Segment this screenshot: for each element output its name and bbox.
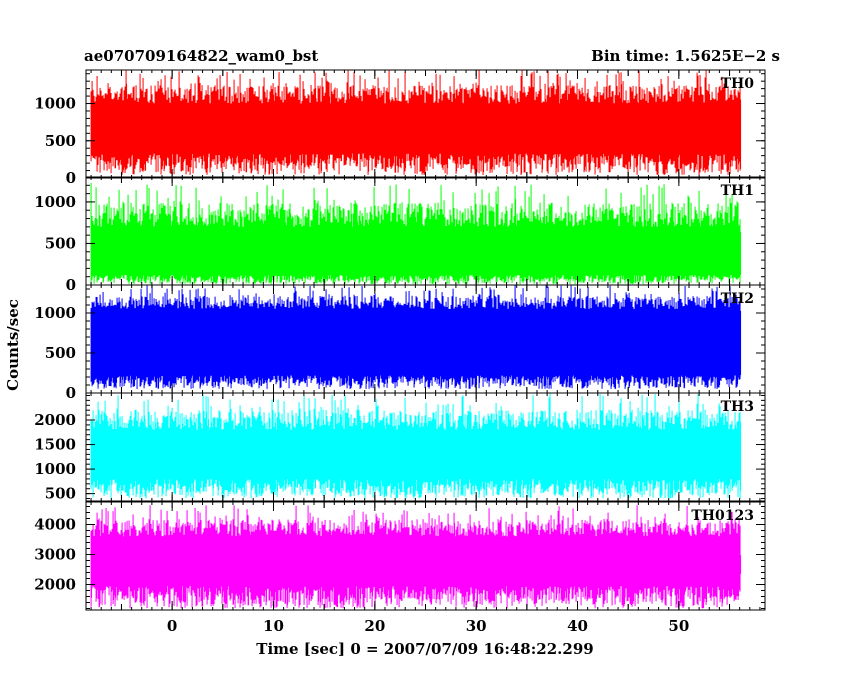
panel-label: TH3 (721, 399, 754, 415)
series-core-th0 (91, 106, 740, 154)
chart-title: ae070709164822_wam0_bst (84, 47, 318, 65)
panel-label: TH2 (721, 291, 754, 307)
y-tick-label: 500 (45, 234, 76, 252)
x-tick-label: 20 (364, 617, 385, 635)
panel-th3: 500 1000 1500 2000 TH3 (34, 392, 766, 503)
x-tick-label: 30 (466, 617, 487, 635)
y-tick-label: 4000 (34, 516, 76, 534)
y-tick-label: 1500 (34, 436, 76, 454)
panel-label: TH0123 (691, 508, 754, 524)
x-tick-label: 40 (567, 617, 588, 635)
series-core-th2 (91, 312, 740, 376)
y-axis-label: Counts/sec (4, 299, 22, 391)
y-tick-label: 1000 (34, 460, 76, 478)
y-tick-label: 500 (45, 344, 76, 362)
series-core-th1 (91, 229, 740, 276)
y-tick-label: 0 (66, 169, 76, 187)
y-tick-label: 2000 (34, 411, 76, 429)
x-tick-label: 0 (167, 617, 177, 635)
y-tick-label: 1000 (34, 193, 76, 211)
y-tick-label: 500 (45, 485, 76, 503)
series-core-th3 (91, 432, 740, 479)
y-tick-label: 1000 (34, 304, 76, 322)
panel-th1: 0 500 1000 TH1 (34, 176, 766, 294)
y-tick-label: 3000 (34, 546, 76, 564)
panel-th2: 0 500 1000 TH2 (34, 284, 766, 402)
panel-label: TH1 (721, 183, 754, 199)
series-core-th0123 (91, 538, 740, 586)
y-tick-label: 0 (66, 384, 76, 402)
x-tick-label: 50 (668, 617, 689, 635)
panel-th0123: 2000 3000 4000 TH0123 (34, 501, 766, 611)
y-tick-label: 500 (45, 132, 76, 150)
chart-subtitle: Bin time: 1.5625E−2 s (591, 47, 780, 65)
x-tick-label: 10 (263, 617, 284, 635)
y-tick-label: 1000 (34, 95, 76, 113)
panel-th0: 0 500 1000 TH0 (34, 69, 766, 187)
y-tick-label: 0 (66, 276, 76, 294)
panel-label: TH0 (721, 76, 755, 92)
x-axis-label: Time [sec] 0 = 2007/07/09 16:48:22.299 (256, 640, 593, 658)
y-tick-label: 2000 (34, 576, 76, 594)
panels: 05001000TH005001000TH105001000TH25001000… (34, 69, 766, 635)
